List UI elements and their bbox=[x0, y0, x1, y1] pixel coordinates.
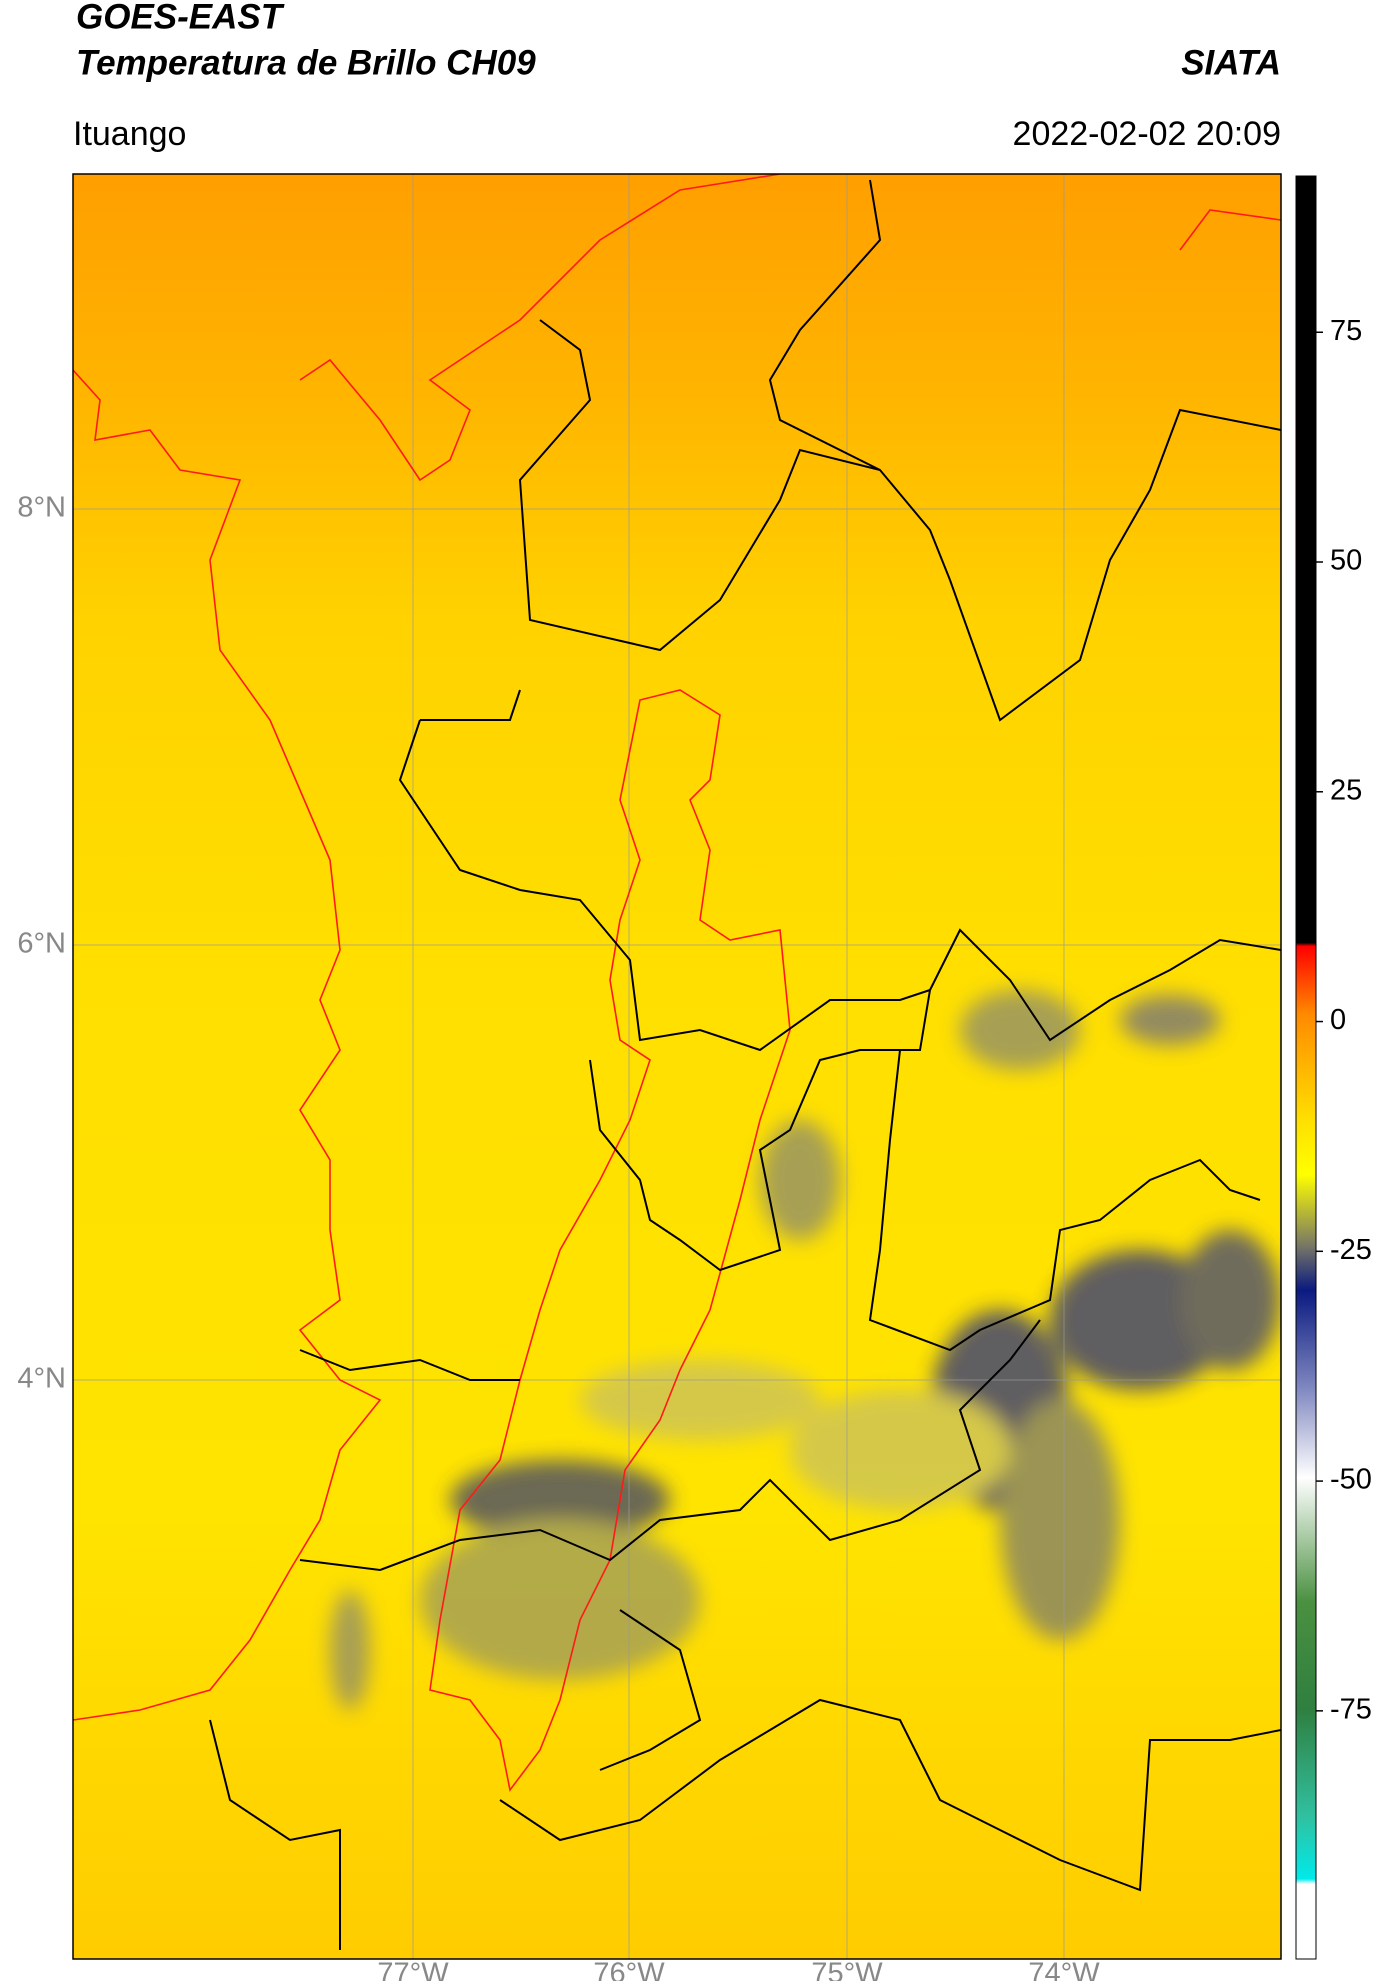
map bbox=[73, 174, 1281, 1959]
lat-label: 6°N bbox=[17, 928, 66, 960]
lat-label: 4°N bbox=[17, 1363, 66, 1395]
map-background bbox=[73, 174, 1281, 1959]
colorbar-tick-label: 75 bbox=[1330, 315, 1362, 347]
map-frame bbox=[72, 173, 1282, 1960]
lat-lon-grid bbox=[73, 174, 1281, 1959]
colorbar-tick-label: 0 bbox=[1330, 1004, 1346, 1036]
location: Ituango bbox=[73, 115, 186, 153]
lon-label: 76°W bbox=[593, 1958, 665, 1981]
title: Temperatura de Brillo CH09 bbox=[76, 43, 536, 82]
datetime: 2022-02-02 20:09 bbox=[1013, 115, 1281, 153]
colorbar-tick-label: -50 bbox=[1330, 1464, 1372, 1496]
colorbar-tick-label: -75 bbox=[1330, 1694, 1372, 1726]
colorbar-tick-label: -25 bbox=[1330, 1234, 1372, 1266]
colorbar-tick-label: 50 bbox=[1330, 545, 1362, 577]
admin-borders bbox=[209, 179, 1281, 1950]
colorbar-tick-label: 25 bbox=[1330, 774, 1362, 806]
lon-label: 77°W bbox=[377, 1958, 449, 1981]
lat-label: 8°N bbox=[17, 492, 66, 524]
lon-label: 75°W bbox=[811, 1958, 883, 1981]
lon-label: 74°W bbox=[1028, 1958, 1100, 1981]
colorbar-ticks: 75 50 25 0 -25 -50 -75 bbox=[1316, 315, 1372, 1726]
colorbar bbox=[1295, 175, 1317, 1960]
title: GOES-EAST bbox=[76, 0, 285, 36]
coastline bbox=[73, 174, 1281, 1721]
department-outline bbox=[429, 689, 791, 1792]
agency: SIATA bbox=[1181, 43, 1281, 82]
